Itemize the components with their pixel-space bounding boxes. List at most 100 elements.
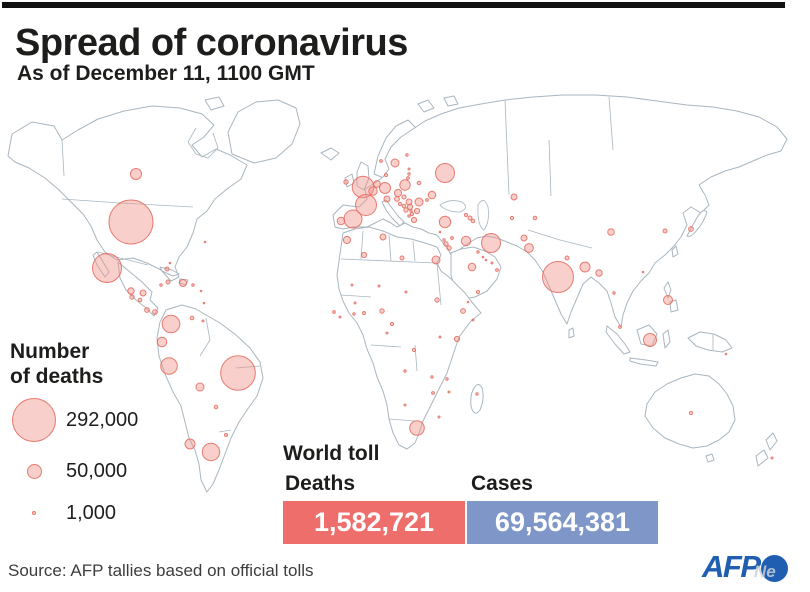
bubble-chile (184, 438, 196, 450)
bubble-papua-new-guinea (724, 352, 728, 356)
bubble-algeria (360, 251, 368, 259)
bubble-mozambique (447, 390, 451, 394)
landmass-new-zealand (755, 432, 778, 467)
bubble-guatemala (127, 287, 135, 295)
bubble-new-zealand (770, 456, 774, 460)
bubble-china (607, 228, 615, 236)
bubble-israel (443, 241, 449, 247)
bubble-eswatini (437, 415, 441, 419)
bubble-bolivia (195, 382, 205, 392)
bubble-bahrain (481, 255, 485, 259)
bubble-uzbekistan (509, 215, 515, 221)
bubble-qatar (484, 258, 488, 262)
bubble-oman (495, 268, 499, 272)
bubble-turkey (438, 215, 452, 229)
bubble-portugal (336, 216, 346, 226)
bubble-belarus (416, 180, 422, 186)
bubble-nigeria (379, 308, 385, 314)
bubble-thailand (612, 291, 616, 295)
bubble-latvia (407, 172, 411, 176)
bubble-syria (450, 236, 454, 240)
bubble-chad (404, 290, 408, 294)
landmass-new-guinea (687, 331, 733, 353)
landmass-north-america (7, 105, 248, 282)
source-note: Source: AFP tallies based on official to… (8, 561, 314, 580)
world-toll-block: World toll Deaths 1,582,721 Cases 69,564… (283, 442, 658, 544)
bubble-bahamas (168, 261, 172, 265)
bubble-mali (350, 283, 354, 287)
black-sea (439, 200, 466, 213)
bubble-kuwait (476, 250, 480, 254)
landmass-south-america (156, 304, 264, 493)
bubble-yemen (475, 289, 481, 295)
bubble-somalia (471, 318, 475, 322)
bubble-kyrgyzstan (532, 215, 538, 221)
bubble-dr-congo (411, 347, 417, 353)
bubble-moldova (425, 198, 429, 202)
bubble-south-korea (662, 228, 668, 234)
landmass-italy (381, 199, 405, 227)
bubble-guadeloupe (199, 289, 203, 293)
bubble-haiti (165, 279, 171, 285)
landmass-svalbard (417, 95, 459, 113)
landmass-africa (336, 226, 482, 450)
bubble-poland (399, 179, 411, 191)
landmass-japan (686, 210, 708, 237)
bubble-bangladesh (579, 261, 591, 273)
bubble-brazil (220, 355, 256, 391)
bubble-lebanon (442, 238, 446, 242)
world-toll-title: World toll (283, 442, 380, 465)
bubble-spain (343, 209, 363, 229)
bubble-saudi-arabia (467, 262, 477, 272)
bubble-bermuda (203, 240, 207, 244)
bubble-estonia (407, 167, 411, 171)
bubble-serbia (406, 203, 414, 211)
legend-circle-medium (26, 463, 42, 479)
bubble-madagascar (475, 392, 479, 396)
deaths-value-box: 1,582,721 (283, 501, 465, 544)
legend-title-line2: of deaths (10, 365, 104, 388)
bubble-switzerland (383, 195, 391, 203)
page-subtitle: As of December 11, 1100 GMT (17, 62, 315, 85)
bubble-peru (160, 357, 178, 375)
bubble-slovenia (397, 201, 403, 207)
bubble-greece (410, 216, 418, 224)
bubble-south-africa (409, 420, 425, 436)
bubble-eritrea (466, 300, 470, 304)
death-bubbles (92, 153, 774, 462)
legend-circle-small (32, 511, 36, 515)
bubble-australia (688, 410, 694, 416)
bubble-belgium (368, 186, 378, 196)
bubble-colombia (161, 314, 181, 334)
bubble-senegal (332, 310, 336, 314)
top-black-bar (2, 2, 785, 8)
landmass-borneo (636, 324, 658, 347)
bubble-japan (688, 226, 694, 232)
bubble-puerto-rico (191, 283, 195, 287)
bubble-cameroon (389, 321, 395, 327)
bubble-kenya (453, 335, 461, 343)
photo-watermark: Ne (754, 562, 776, 581)
bubble-cuba (164, 266, 170, 272)
bubble-namibia (403, 403, 407, 407)
bubble-libya (399, 255, 405, 261)
bubble-gabon (385, 331, 389, 335)
bubble-ivory-coast (352, 312, 356, 316)
landmass-sumatra (605, 325, 631, 355)
bubble-iran (481, 233, 501, 253)
legend-title-line1: Number (10, 340, 90, 363)
landmass-iceland (320, 147, 340, 161)
bubble-nepal (564, 255, 570, 261)
bubble-cyprus (438, 230, 442, 234)
bubble-kosovo (409, 209, 413, 213)
bubble-argentina (201, 442, 221, 462)
legend-value-medium: 50,000 (66, 460, 128, 482)
bubble-costa-rica (144, 307, 150, 313)
bubble-uganda (438, 335, 442, 339)
bubble-niger (377, 284, 381, 288)
bubble-croatia (401, 203, 407, 209)
bubble-trinidad (202, 301, 206, 305)
cases-value-box: 69,564,381 (467, 501, 658, 544)
bubble-bulgaria (413, 207, 421, 215)
bubble-hong-kong (641, 270, 645, 274)
